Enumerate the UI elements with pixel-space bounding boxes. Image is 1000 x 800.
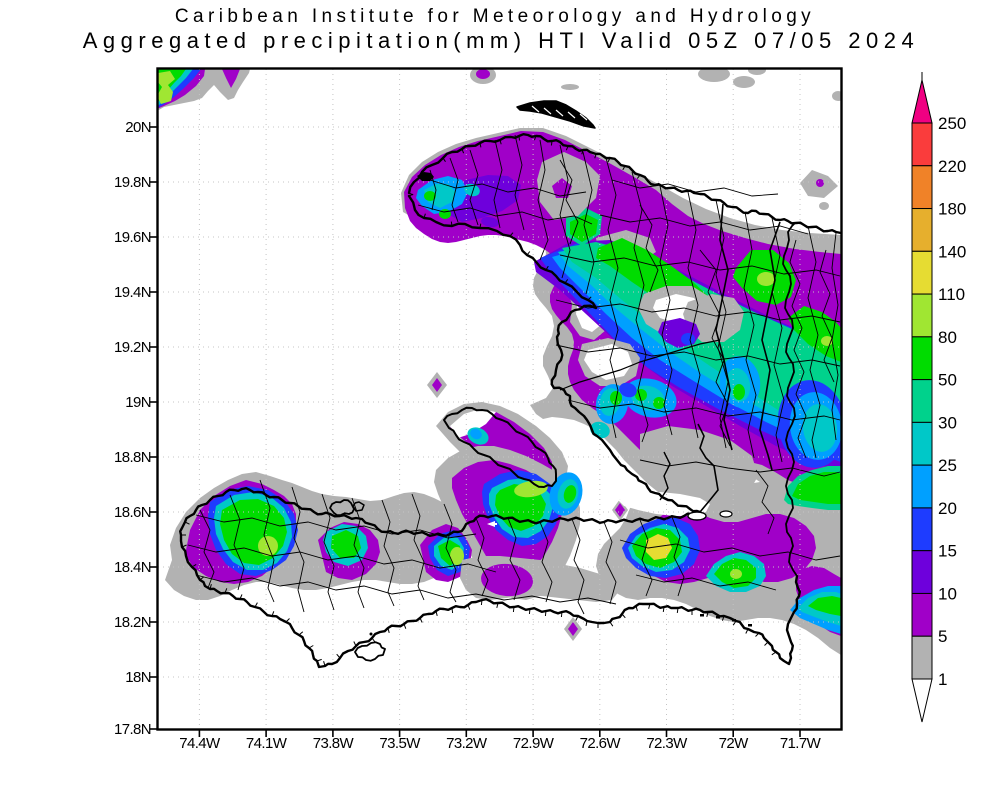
- svg-text:17.8N: 17.8N: [114, 721, 151, 738]
- svg-text:18.4N: 18.4N: [114, 559, 151, 576]
- svg-text:72.9W: 72.9W: [513, 735, 555, 752]
- svg-text:19.8N: 19.8N: [114, 174, 151, 191]
- svg-text:20N: 20N: [125, 119, 151, 136]
- svg-text:19N: 19N: [125, 394, 151, 411]
- svg-text:Caribbean Institute for Meteor: Caribbean Institute for Meteorology and …: [175, 6, 815, 27]
- svg-text:72.6W: 72.6W: [580, 735, 622, 752]
- svg-text:140: 140: [938, 242, 966, 261]
- svg-text:73.8W: 73.8W: [313, 735, 355, 752]
- svg-text:74.4W: 74.4W: [179, 735, 221, 752]
- svg-text:180: 180: [938, 200, 966, 219]
- svg-text:25: 25: [938, 456, 957, 475]
- svg-text:72.3W: 72.3W: [646, 735, 688, 752]
- svg-text:18.8N: 18.8N: [114, 449, 151, 466]
- svg-text:5: 5: [938, 627, 947, 646]
- svg-text:19.6N: 19.6N: [114, 229, 151, 246]
- svg-text:20: 20: [938, 499, 957, 518]
- svg-text:10: 10: [938, 585, 957, 604]
- svg-text:18.2N: 18.2N: [114, 614, 151, 631]
- svg-text:110: 110: [938, 285, 965, 304]
- svg-text:220: 220: [938, 157, 966, 176]
- svg-text:73.5W: 73.5W: [379, 735, 421, 752]
- svg-text:1: 1: [938, 670, 947, 689]
- svg-text:30: 30: [938, 413, 957, 432]
- svg-text:250: 250: [938, 114, 966, 133]
- svg-text:18N: 18N: [125, 669, 151, 686]
- svg-text:15: 15: [938, 542, 957, 561]
- svg-text:19.2N: 19.2N: [114, 339, 151, 356]
- svg-text:50: 50: [938, 371, 957, 390]
- svg-text:74.1W: 74.1W: [246, 735, 288, 752]
- svg-text:19.4N: 19.4N: [114, 284, 151, 301]
- svg-text:71.7W: 71.7W: [780, 735, 822, 752]
- svg-text:80: 80: [938, 328, 957, 347]
- svg-text:18.6N: 18.6N: [114, 504, 151, 521]
- svg-text:72W: 72W: [719, 735, 749, 752]
- svg-text:73.2W: 73.2W: [446, 735, 488, 752]
- svg-text:Aggregated precipitation(mm) H: Aggregated precipitation(mm) HTI Valid 0…: [83, 28, 920, 53]
